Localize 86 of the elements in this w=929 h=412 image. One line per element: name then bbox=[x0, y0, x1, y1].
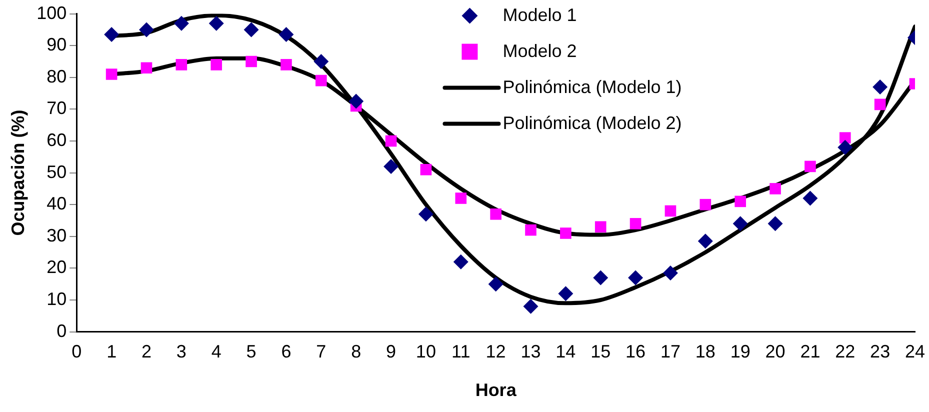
point bbox=[208, 16, 224, 31]
point bbox=[593, 270, 608, 286]
y-tick-label: 90 bbox=[46, 34, 67, 55]
point bbox=[700, 198, 712, 210]
point bbox=[174, 16, 189, 31]
x-tick-label: 19 bbox=[730, 342, 750, 362]
point bbox=[455, 192, 467, 204]
point bbox=[246, 56, 257, 68]
x-tick-label: 17 bbox=[660, 342, 680, 362]
point bbox=[106, 68, 118, 80]
point bbox=[418, 206, 434, 222]
point bbox=[770, 183, 781, 194]
point bbox=[488, 276, 504, 292]
point bbox=[348, 94, 364, 109]
point bbox=[558, 286, 574, 302]
y-tick-label: 100 bbox=[36, 2, 67, 23]
x-tick-label: 16 bbox=[626, 342, 646, 362]
x-axis-title: Hora bbox=[475, 380, 518, 400]
point bbox=[698, 234, 713, 249]
x-tick-label: 7 bbox=[316, 342, 326, 362]
point bbox=[138, 22, 154, 38]
point bbox=[140, 62, 152, 74]
point bbox=[525, 224, 536, 236]
y-tick-label: 30 bbox=[46, 225, 67, 246]
y-tick-label: 70 bbox=[46, 98, 67, 118]
point bbox=[523, 298, 538, 314]
point bbox=[594, 221, 606, 233]
y-axis-title: Ocupación (%) bbox=[8, 110, 28, 236]
legend-label: Modelo 1 bbox=[502, 4, 577, 25]
point bbox=[630, 218, 642, 230]
point bbox=[768, 216, 783, 232]
point bbox=[280, 59, 292, 70]
x-tick-label: 12 bbox=[486, 342, 506, 362]
legend-label: Polinómica (Modelo 2) bbox=[502, 112, 682, 133]
y-tick-label: 50 bbox=[46, 162, 67, 182]
x-tick-label: 8 bbox=[351, 342, 362, 362]
x-tick-label: 22 bbox=[835, 342, 856, 362]
x-tick-label: 13 bbox=[520, 342, 541, 362]
x-tick-label: 14 bbox=[556, 342, 576, 362]
y-tick-label: 20 bbox=[46, 257, 67, 278]
x-tick-label: 18 bbox=[695, 342, 716, 362]
point bbox=[316, 74, 327, 86]
x-tick-label: 9 bbox=[386, 342, 396, 362]
point bbox=[314, 54, 329, 69]
x-tick-label: 15 bbox=[590, 342, 611, 362]
x-tick-label: 6 bbox=[281, 342, 292, 362]
point bbox=[104, 26, 120, 42]
point bbox=[278, 26, 294, 42]
point bbox=[453, 254, 468, 270]
x-tick-label: 4 bbox=[211, 342, 222, 362]
x-tick-label: 10 bbox=[416, 342, 436, 362]
point bbox=[210, 59, 222, 70]
x-tick-label: 2 bbox=[141, 342, 152, 362]
point bbox=[628, 270, 644, 286]
point bbox=[176, 59, 188, 70]
x-tick-label: 24 bbox=[904, 342, 926, 362]
point bbox=[420, 164, 432, 176]
point bbox=[872, 79, 888, 94]
point bbox=[732, 216, 748, 232]
y-tick-label: 40 bbox=[46, 194, 67, 214]
x-tick-label: 3 bbox=[176, 342, 186, 362]
x-tick-label: 0 bbox=[72, 342, 82, 362]
point bbox=[490, 208, 502, 220]
point bbox=[384, 158, 399, 174]
x-tick-label: 5 bbox=[246, 342, 256, 362]
x-tick-label: 1 bbox=[106, 342, 117, 362]
x-tick-label: 23 bbox=[870, 342, 890, 362]
point bbox=[662, 265, 678, 280]
point bbox=[734, 196, 746, 208]
x-tick-label: 20 bbox=[765, 342, 786, 362]
point bbox=[244, 22, 259, 38]
x-tick-label: 21 bbox=[800, 342, 820, 362]
y-tick-label: 0 bbox=[56, 320, 67, 341]
point bbox=[874, 98, 886, 110]
point bbox=[560, 228, 572, 239]
y-tick-label: 80 bbox=[46, 66, 67, 86]
y-tick-label: 10 bbox=[46, 288, 67, 309]
point bbox=[802, 190, 818, 206]
point bbox=[664, 205, 676, 217]
point bbox=[838, 140, 853, 155]
legend-label: Modelo 2 bbox=[502, 40, 577, 61]
legend-label: Polinómica (Modelo 1) bbox=[502, 76, 682, 97]
point bbox=[804, 160, 816, 172]
x-tick-label: 11 bbox=[452, 342, 470, 362]
point bbox=[385, 135, 397, 147]
y-tick-label: 60 bbox=[46, 130, 67, 150]
